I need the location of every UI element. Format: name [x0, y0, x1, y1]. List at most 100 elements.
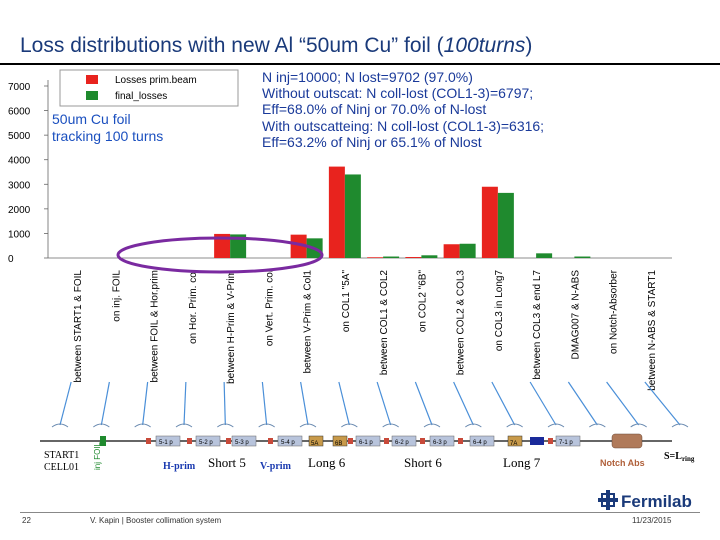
pointer-brace	[175, 423, 193, 428]
bar-losses	[405, 257, 422, 258]
foil-label-line1: 50um Cu foil	[52, 111, 131, 127]
lattice-start-label: START1	[44, 450, 79, 461]
lattice-block-7a-label: 7A	[510, 441, 517, 447]
title-end: )	[525, 34, 533, 57]
lattice-magnet	[355, 435, 381, 447]
lattice-magnet-label: 6-2 p	[395, 440, 409, 446]
lattice-magnet	[391, 435, 417, 447]
lattice-magnet	[555, 435, 581, 447]
category-labels: between START1 & FOIL on inj. FOIL between…	[73, 269, 658, 390]
lattice-magnet-label: 5-2 p	[199, 440, 213, 446]
pointer-brace	[547, 423, 565, 428]
pointer-line	[300, 381, 309, 426]
stats-block: N inj=10000; N lost=9702 (97.0%) Without…	[262, 69, 544, 150]
stats-line-4: With outscatteing: N coll-lost (COL1-3)=…	[262, 118, 544, 134]
bars	[214, 166, 591, 258]
pointer-brace	[382, 423, 399, 428]
category-label: on inj. FOIL	[111, 270, 122, 322]
lattice-ring-end-main: S=L	[664, 451, 682, 462]
y-tick-label: 2000	[8, 205, 31, 216]
category-label: on Hor. Prim. col	[188, 270, 199, 344]
lattice-corrector	[384, 438, 389, 444]
lattice-magnet	[231, 435, 257, 447]
stats-line-5: Eff=63.2% of Ninj or 65.1% of Nlost	[262, 134, 482, 150]
foil-label: 50um Cu foil tracking 100 turns	[52, 111, 163, 144]
pointer-line	[414, 381, 433, 426]
pointer-line	[376, 381, 392, 426]
bar-losses	[290, 234, 307, 258]
bar-final	[383, 256, 400, 258]
lattice-hprim-label: H-prim	[163, 461, 196, 472]
bar-losses	[481, 186, 498, 258]
pointer-line	[529, 381, 557, 426]
footer-author: V. Kapin | Booster collimation system	[90, 516, 222, 525]
lattice-magnet-label: 5-4 p	[281, 440, 295, 446]
pointer-brace	[51, 423, 69, 428]
lattice-corrector	[348, 438, 353, 444]
lattice-corrector	[146, 438, 151, 444]
lattice-magnet-label: 6-3 p	[433, 440, 447, 446]
lattice: START1 CELL01 inj FOIL 5-1 p 5-2 p 5-3 p 5-…	[40, 433, 695, 473]
stats-line-3: Eff=68.0% of Ninj or 70.0% of N-lost	[262, 101, 486, 117]
bar-losses	[443, 244, 460, 258]
lattice-notch-label: Notch Abs	[600, 458, 645, 468]
loss-chart: 0 1000 2000 3000 4000 5000 6000 7000 Losses pri…	[8, 69, 695, 473]
pointer-brace	[671, 423, 689, 428]
category-label: between H-Prim & V-Prim	[226, 270, 237, 384]
pointer-brace	[630, 423, 647, 428]
lattice-magnets: 5-1 p 5-2 p 5-3 p 5-4 p 6-1 p 6-2 p 6-3 p 6-4 p…	[146, 435, 581, 447]
pointer-line	[142, 381, 149, 426]
foil-label-line2: tracking 100 turns	[52, 128, 163, 144]
lattice-magnet	[469, 435, 495, 447]
bar-losses	[367, 257, 384, 258]
lattice-dmag	[530, 437, 544, 445]
y-tick-label: 7000	[8, 82, 31, 93]
lattice-magnet-label: 6-1 p	[359, 440, 373, 446]
lattice-magnet-label: 5-3 p	[235, 440, 249, 446]
pointer-brace	[217, 423, 234, 428]
category-label: on COL3 in Long7	[494, 270, 505, 352]
lattice-block-7a	[507, 435, 523, 447]
category-label: on COL1 "5A"	[341, 270, 352, 333]
pointer-line	[644, 381, 681, 426]
bar-losses	[328, 166, 345, 258]
pointer-line	[453, 381, 474, 426]
pointer-brace	[299, 423, 317, 428]
lattice-corrector	[548, 438, 553, 444]
bar-final	[459, 243, 476, 258]
legend-label-losses: Losses prim.beam	[115, 75, 197, 86]
lattice-section-long7: Long 7	[503, 455, 541, 470]
y-tick-label: 4000	[8, 156, 31, 167]
title-rule	[0, 63, 720, 65]
bar-final	[421, 255, 438, 258]
page-title: Loss distributions with new Al “50um Cu”…	[20, 34, 532, 58]
fermilab-logo: Fermilab	[598, 490, 692, 512]
bar-final	[497, 192, 514, 258]
pointer-brace	[465, 423, 482, 428]
lattice-magnet	[429, 435, 455, 447]
y-tick-label: 3000	[8, 180, 31, 191]
lattice-block-5a-label: 5A	[311, 441, 318, 447]
lattice-block-6b-label: 6B	[335, 441, 342, 447]
category-label: between COL2 & COL3	[456, 270, 467, 375]
pointer-line	[100, 381, 110, 426]
y-tick-label: 1000	[8, 229, 31, 240]
pointer-line	[223, 381, 226, 426]
pointer-brace	[589, 423, 606, 428]
category-label: between COL1 & COL2	[379, 270, 390, 375]
pointer-brace	[93, 423, 110, 428]
pointer-brace	[134, 423, 151, 428]
legend-swatch-losses	[86, 75, 98, 84]
lattice-notch-absorber	[611, 433, 643, 449]
category-label: between COL3 & end L7	[532, 270, 543, 380]
y-tick-label: 5000	[8, 131, 31, 142]
pointer-line	[567, 381, 598, 426]
lattice-block-5a	[308, 435, 324, 447]
legend-swatch-final	[86, 91, 98, 100]
lattice-section-long6: Long 6	[308, 455, 346, 470]
lattice-corrector	[187, 438, 192, 444]
pointer-line	[183, 381, 187, 426]
category-label: on COL2 "6B"	[417, 270, 428, 333]
fermilab-logo-icon	[598, 490, 618, 510]
bar-final	[574, 256, 591, 258]
